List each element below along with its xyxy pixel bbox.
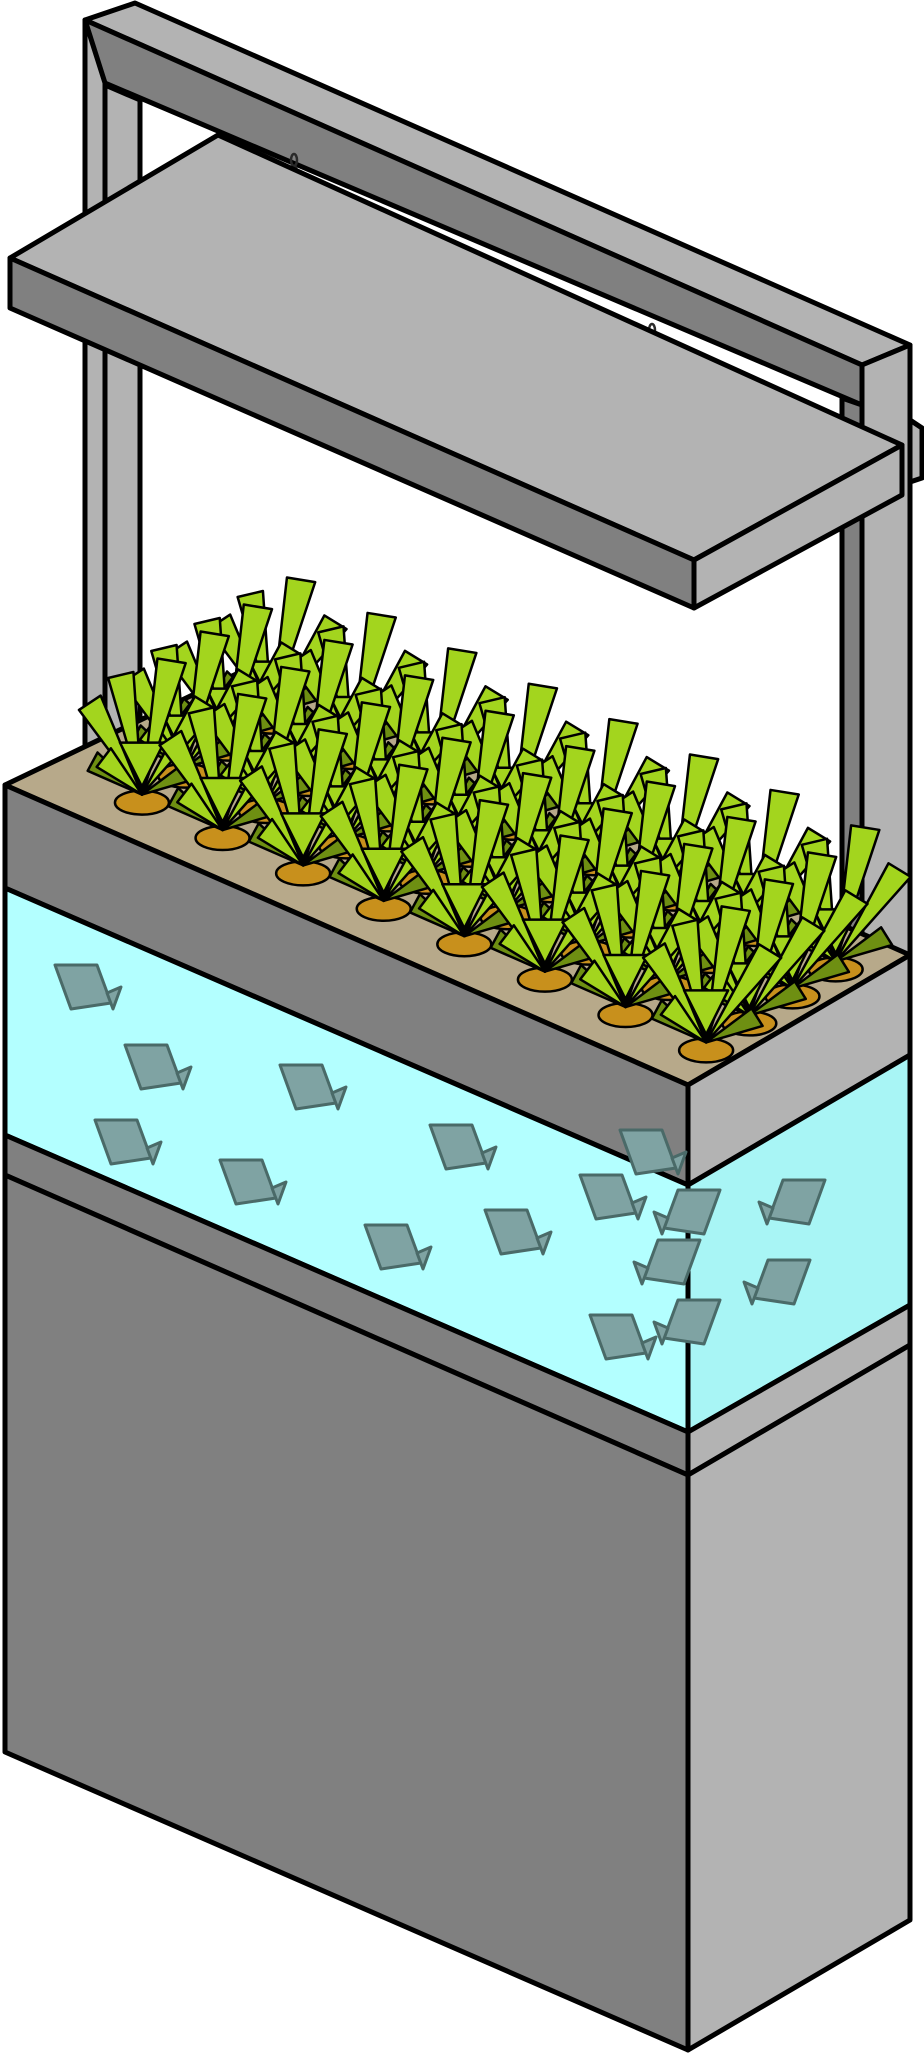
fish-tank (2, 885, 913, 1435)
cabinet-side-panel (685, 1342, 913, 2053)
fish (483, 1208, 553, 1256)
fish-tail (270, 1180, 288, 1206)
fish-school (53, 963, 827, 1361)
plant (641, 905, 783, 1064)
leaf (417, 888, 466, 938)
cabinet (2, 1132, 913, 2053)
leaf (256, 817, 305, 867)
fish-tail (652, 1320, 670, 1346)
fish-tail (480, 1145, 498, 1171)
leaf (521, 918, 569, 965)
leaf (834, 926, 894, 963)
leaf (602, 953, 649, 1001)
fish-tail (330, 1085, 348, 1111)
fish (578, 1173, 648, 1221)
fish (632, 1238, 702, 1286)
fish (363, 1223, 433, 1271)
fish-tail (640, 1335, 658, 1361)
fish (757, 1178, 827, 1226)
leaf (337, 853, 385, 903)
leaf (360, 847, 407, 895)
leaf (834, 862, 912, 963)
leaf (176, 782, 224, 832)
leaf (704, 943, 783, 1044)
leaf (748, 980, 808, 1017)
fish-tail (535, 1230, 553, 1256)
leaf (704, 1007, 764, 1044)
fish-tail (145, 1140, 163, 1166)
leaf (498, 924, 547, 973)
fish (588, 1313, 658, 1361)
leaf (791, 953, 851, 990)
fish-tail (670, 1150, 688, 1176)
leaf (199, 776, 246, 824)
fish (742, 1258, 812, 1306)
leaf (748, 916, 826, 1017)
plant (319, 763, 461, 923)
fish-tail (415, 1245, 433, 1271)
fish (123, 1043, 193, 1091)
leaf (95, 747, 144, 796)
leaf (118, 741, 166, 788)
grow-light-hood (7, 132, 905, 611)
leaf (441, 882, 488, 930)
fish-tail (757, 1200, 775, 1226)
fish-tail (630, 1195, 648, 1221)
fish (652, 1298, 722, 1346)
light-frame (82, 0, 924, 1113)
light-hood-side (691, 442, 905, 611)
fish (53, 963, 123, 1011)
frame-bracket (907, 417, 924, 485)
fish-tail (105, 985, 123, 1011)
frame-post-left-front (82, 17, 108, 803)
fish-tail (652, 1210, 670, 1236)
fish-tail (632, 1260, 650, 1286)
leaf (659, 994, 708, 1044)
fish (93, 1118, 163, 1166)
fish (428, 1123, 498, 1171)
leaf (279, 812, 327, 859)
fish (652, 1188, 722, 1236)
fish (618, 1128, 688, 1176)
leaf (579, 959, 627, 1009)
leaf (791, 889, 869, 990)
fish-tail (175, 1065, 193, 1091)
fish (218, 1158, 288, 1206)
leaf (682, 989, 730, 1036)
fish (278, 1063, 348, 1111)
plants (77, 576, 912, 1064)
fish-tail (742, 1280, 760, 1306)
